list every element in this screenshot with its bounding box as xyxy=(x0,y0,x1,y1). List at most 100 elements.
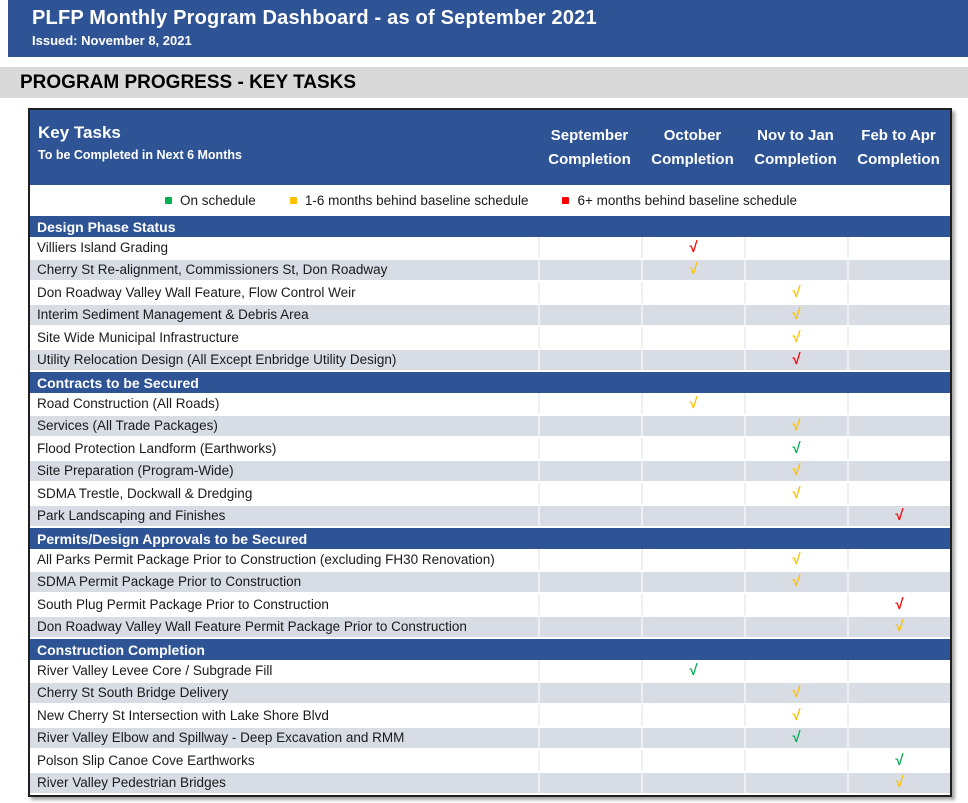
task-label: Interim Sediment Management & Debris Are… xyxy=(37,307,309,323)
check-cell-nov-jan: √ xyxy=(744,327,847,348)
key-tasks-table: Key Tasks To be Completed in Next 6 Mont… xyxy=(28,108,952,797)
column-header-line1: Feb to Apr xyxy=(861,126,936,144)
task-row: River Valley Levee Core / Subgrade Fill √ xyxy=(30,660,950,683)
status-checkmark-yellow: √ xyxy=(792,684,801,702)
key-tasks-header-cell: Key Tasks To be Completed in Next 6 Mont… xyxy=(30,110,538,185)
check-cell-september xyxy=(538,259,641,280)
task-label: River Valley Levee Core / Subgrade Fill xyxy=(37,662,273,678)
task-label: Don Roadway Valley Wall Feature Permit P… xyxy=(37,619,467,635)
column-header-october: October Completion xyxy=(641,110,744,185)
check-cell-nov-jan: √ xyxy=(744,549,847,570)
check-cell-feb-apr xyxy=(847,237,950,258)
check-cell-feb-apr: √ xyxy=(847,772,950,793)
section-title-bar: PROGRAM PROGRESS - KEY TASKS xyxy=(0,67,968,98)
check-cell-feb-apr xyxy=(847,705,950,726)
check-cell-october: √ xyxy=(641,660,744,681)
key-tasks-heading: Key Tasks xyxy=(38,123,121,142)
yellow-square-icon xyxy=(289,197,297,204)
check-cell-september xyxy=(538,594,641,615)
status-checkmark-red: √ xyxy=(895,507,904,525)
status-checkmark-red: √ xyxy=(689,238,698,256)
check-cell-feb-apr: √ xyxy=(847,616,950,637)
check-cell-september xyxy=(538,750,641,771)
check-cell-september xyxy=(538,727,641,748)
check-cell-feb-apr xyxy=(847,571,950,592)
task-row: Park Landscaping and Finishes √ xyxy=(30,505,950,528)
status-checkmark-green: √ xyxy=(792,729,801,747)
check-cell-september xyxy=(538,571,641,592)
check-cell-feb-apr xyxy=(847,549,950,570)
task-label: Cherry St South Bridge Delivery xyxy=(37,685,229,701)
check-cell-nov-jan: √ xyxy=(744,727,847,748)
check-cell-feb-apr xyxy=(847,259,950,280)
column-header-line2: Completion xyxy=(754,150,837,168)
legend-item-on-schedule: On schedule xyxy=(165,193,256,208)
task-row: Villiers Island Grading √ xyxy=(30,237,950,260)
check-cell-feb-apr xyxy=(847,438,950,459)
status-checkmark-green: √ xyxy=(689,661,698,679)
check-cell-feb-apr xyxy=(847,415,950,436)
check-cell-september xyxy=(538,282,641,303)
task-row: South Plug Permit Package Prior to Const… xyxy=(30,594,950,617)
status-checkmark-green: √ xyxy=(792,439,801,457)
column-header-feb-apr: Feb to Apr Completion xyxy=(847,110,950,185)
check-cell-feb-apr xyxy=(847,349,950,370)
green-square-icon xyxy=(165,197,172,204)
status-checkmark-yellow: √ xyxy=(895,774,904,792)
check-cell-nov-jan xyxy=(744,660,847,681)
status-checkmark-yellow: √ xyxy=(689,261,698,279)
task-row: Cherry St Re-alignment, Commissioners St… xyxy=(30,259,950,282)
check-cell-october: √ xyxy=(641,237,744,258)
column-header-line1: October xyxy=(663,126,722,144)
status-checkmark-yellow: √ xyxy=(895,618,904,636)
check-cell-september xyxy=(538,705,641,726)
task-row: Road Construction (All Roads) √ xyxy=(30,393,950,416)
task-row: Don Roadway Valley Wall Feature Permit P… xyxy=(30,616,950,639)
check-cell-september xyxy=(538,660,641,681)
check-cell-october: √ xyxy=(641,259,744,280)
task-row: Utility Relocation Design (All Except En… xyxy=(30,349,950,372)
check-cell-feb-apr xyxy=(847,727,950,748)
status-checkmark-yellow: √ xyxy=(792,283,801,301)
check-cell-october xyxy=(641,483,744,504)
check-cell-feb-apr xyxy=(847,393,950,414)
check-cell-october: √ xyxy=(641,393,744,414)
legend-item-6plus-months-behind: 6+ months behind baseline schedule xyxy=(562,193,797,208)
check-cell-nov-jan xyxy=(744,237,847,258)
task-row: SDMA Trestle, Dockwall & Dredging √ xyxy=(30,483,950,506)
check-cell-october xyxy=(641,727,744,748)
check-cell-feb-apr xyxy=(847,327,950,348)
check-cell-feb-apr xyxy=(847,460,950,481)
check-cell-feb-apr xyxy=(847,682,950,703)
table-body: Design Phase Status Villiers Island Gradi… xyxy=(30,216,950,795)
check-cell-nov-jan xyxy=(744,594,847,615)
task-row: Interim Sediment Management & Debris Are… xyxy=(30,304,950,327)
check-cell-nov-jan xyxy=(744,259,847,280)
section-header: Permits/Design Approvals to be Secured xyxy=(30,528,950,549)
status-checkmark-red: √ xyxy=(895,595,904,613)
check-cell-nov-jan: √ xyxy=(744,483,847,504)
check-cell-nov-jan: √ xyxy=(744,460,847,481)
task-label: Services (All Trade Packages) xyxy=(37,418,218,434)
task-row: Site Preparation (Program-Wide) √ xyxy=(30,460,950,483)
task-label: River Valley Pedestrian Bridges xyxy=(37,775,226,791)
check-cell-nov-jan xyxy=(744,772,847,793)
check-cell-september xyxy=(538,304,641,325)
check-cell-feb-apr xyxy=(847,483,950,504)
check-cell-october xyxy=(641,594,744,615)
check-cell-october xyxy=(641,460,744,481)
check-cell-september xyxy=(538,505,641,526)
check-cell-october xyxy=(641,327,744,348)
check-cell-october xyxy=(641,415,744,436)
task-row: River Valley Elbow and Spillway - Deep E… xyxy=(30,727,950,750)
check-cell-september xyxy=(538,772,641,793)
task-label: Park Landscaping and Finishes xyxy=(37,508,226,524)
task-label: Cherry St Re-alignment, Commissioners St… xyxy=(37,262,388,278)
legend-label: 6+ months behind baseline schedule xyxy=(577,193,798,208)
check-cell-september xyxy=(538,438,641,459)
legend-label: On schedule xyxy=(180,193,256,208)
task-label: Site Preparation (Program-Wide) xyxy=(37,463,234,479)
status-checkmark-yellow: √ xyxy=(792,706,801,724)
status-checkmark-yellow: √ xyxy=(792,550,801,568)
check-cell-nov-jan xyxy=(744,616,847,637)
